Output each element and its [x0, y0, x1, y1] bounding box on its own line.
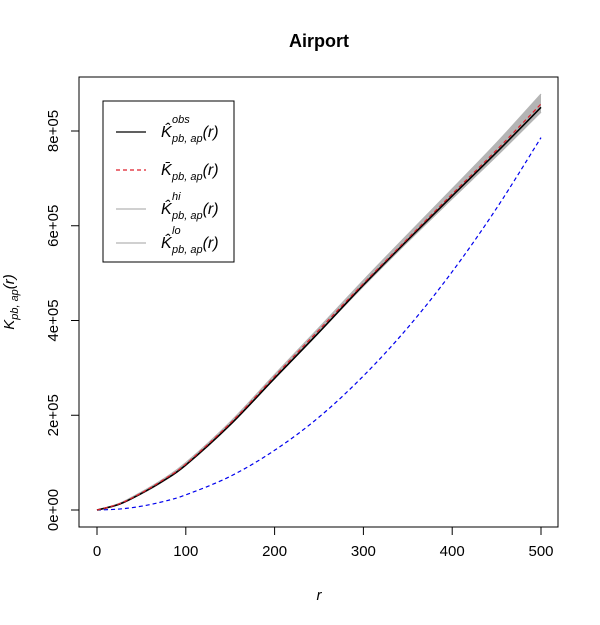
legend-label-superscript: lo [172, 225, 181, 237]
legend-label-main: K̂ [161, 121, 173, 141]
legend-label-main: K̄ [161, 162, 173, 179]
series-line-0 [96, 106, 542, 511]
series-line-4 [96, 137, 542, 511]
y-axis-label-subscript: pb, ap [9, 289, 21, 321]
y-tick-label: 0e+00 [45, 489, 62, 531]
y-axis-label-arg: (r) [1, 274, 18, 289]
legend-label-main: K̂ [161, 232, 173, 252]
legend-label-superscript: hi [172, 191, 181, 203]
legend-label: K̂lo pb, ap(r) [161, 225, 219, 256]
legend-label-superscript: obs [172, 114, 190, 126]
series-line-2 [96, 93, 542, 511]
series-lines [96, 93, 542, 511]
y-axis-label-main: K [1, 319, 18, 330]
chart-title: Airport [289, 31, 349, 51]
y-axis-label: Kpb, ap(r) [1, 274, 21, 330]
y-tick-label: 2e+05 [45, 394, 62, 436]
y-tick-label: 4e+05 [45, 299, 62, 341]
x-tick-label: 300 [351, 543, 376, 560]
legend-label-arg: (r) [203, 162, 219, 179]
y-tick-label: 6e+05 [45, 205, 62, 247]
x-tick-label: 200 [262, 543, 287, 560]
legend-label-subscript: pb, ap [171, 171, 203, 183]
legend-box [102, 100, 235, 263]
legend-label-subscript: pb, ap [171, 133, 203, 145]
x-tick-label: 400 [440, 543, 465, 560]
x-tick-label: 500 [528, 543, 553, 560]
y-axis: 0e+00 2e+05 4e+05 6e+05 8e+05 [45, 110, 80, 531]
svg-text:Kpb, ap(r): Kpb, ap(r) [1, 274, 21, 330]
legend-label-arg: (r) [203, 235, 219, 252]
series-line-1 [96, 103, 542, 511]
x-tick-label: 100 [173, 543, 198, 560]
legend-label-subscript: pb, ap [171, 244, 203, 256]
legend-label: K̂hi pb, ap(r) [161, 191, 219, 222]
legend-label-subscript: pb, ap [171, 210, 203, 222]
y-tick-label: 8e+05 [45, 110, 62, 152]
legend-label: K̂obs pb, ap(r) [161, 114, 219, 145]
x-tick-label: 0 [93, 543, 101, 560]
legend-label: K̄pb, ap(r) [161, 162, 219, 183]
legend-label-main: K̂ [161, 198, 173, 218]
x-axis-label: r [317, 587, 323, 604]
legend-label-arg: (r) [203, 201, 219, 218]
x-axis: 0 100 200 300 400 500 [93, 526, 554, 560]
legend-label-arg: (r) [203, 124, 219, 141]
legend: K̂obs pb, ap(r)K̄pb, ap(r)K̂hi pb, ap(r)K̂… [102, 100, 235, 263]
